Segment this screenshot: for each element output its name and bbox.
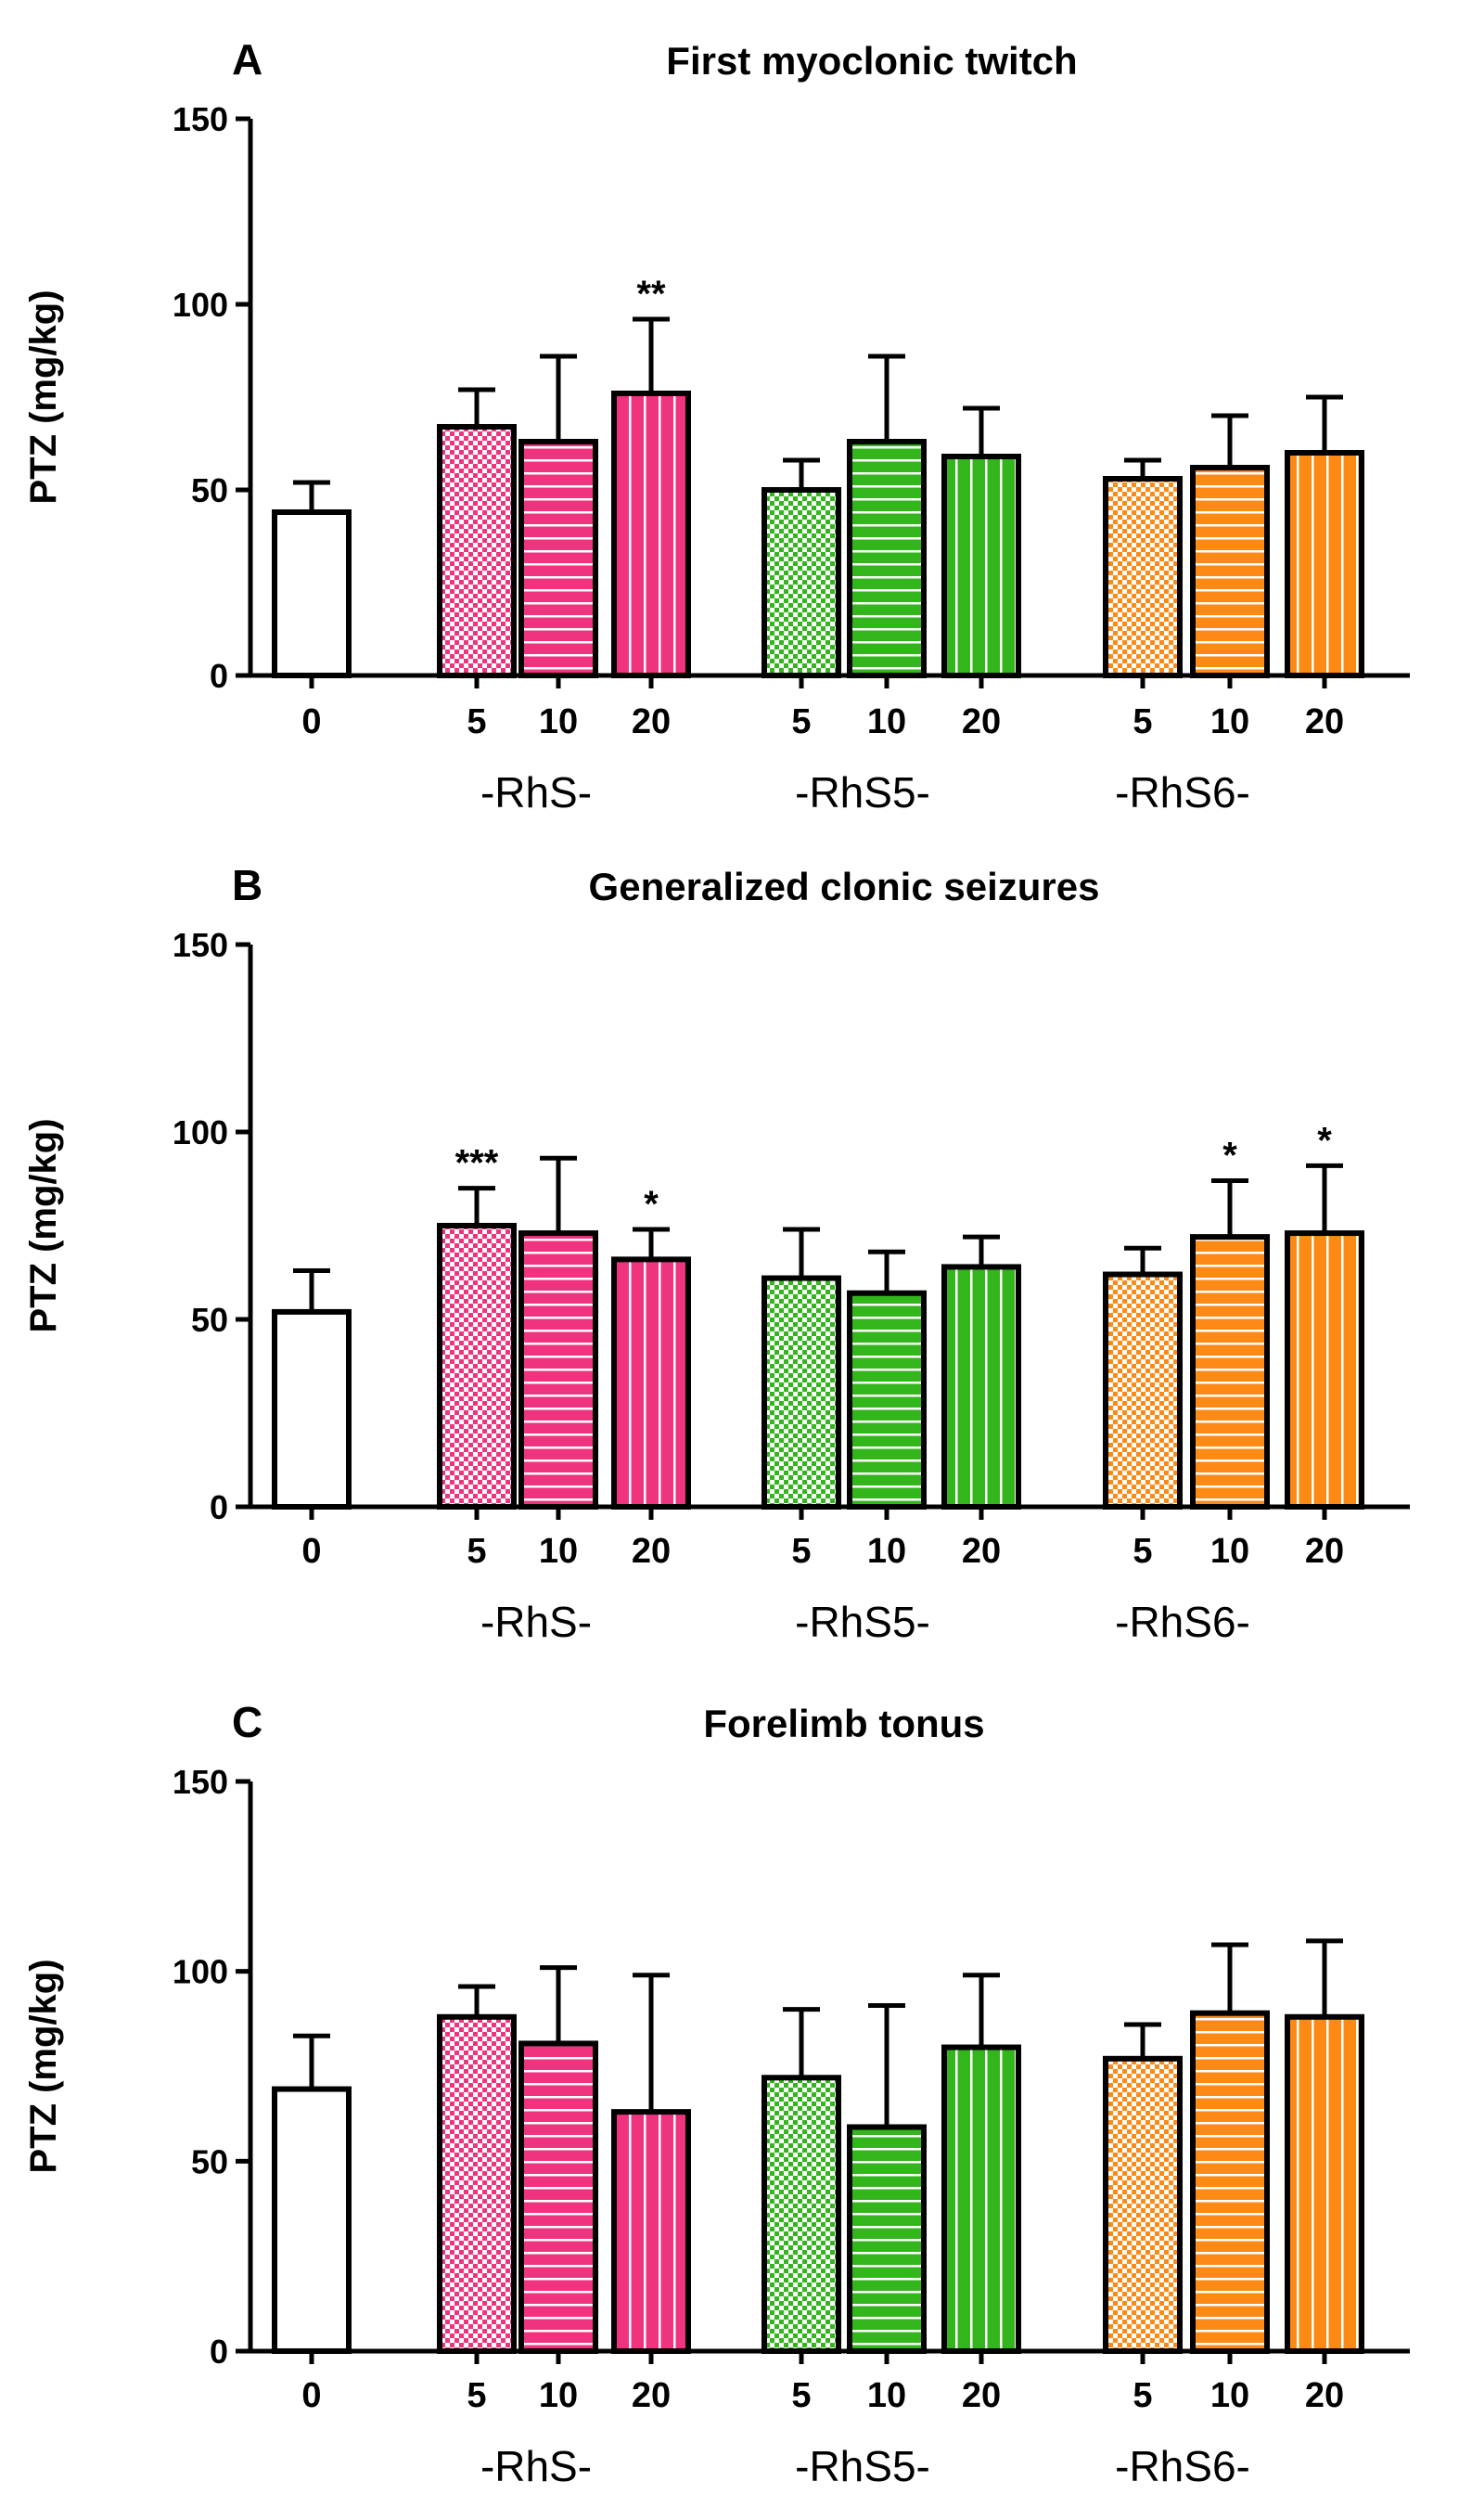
bar	[1285, 450, 1364, 678]
y-tick-label: 150	[173, 1763, 228, 1801]
x-tick-label: 10	[867, 1532, 906, 1571]
x-tick-label: 0	[301, 2376, 321, 2415]
significance-label: **	[636, 274, 666, 315]
x-tick-label: 20	[632, 2376, 671, 2415]
bar	[761, 1275, 841, 1511]
x-tick-label: 5	[1133, 702, 1152, 741]
y-tick-label: 100	[173, 1953, 228, 1991]
bar	[1190, 2010, 1270, 2355]
bar	[941, 2044, 1021, 2355]
group-label: -RhS5-	[795, 1598, 930, 1646]
bar	[761, 2075, 841, 2355]
x-tick-label: 20	[962, 1532, 1001, 1571]
group-label: -RhS-	[480, 2442, 592, 2490]
group-label: -RhS5-	[795, 2442, 930, 2490]
x-tick-label: 10	[867, 702, 906, 741]
bar	[518, 439, 598, 678]
bar	[611, 2109, 691, 2355]
x-tick-label: 5	[467, 1532, 486, 1571]
bar	[611, 1256, 691, 1510]
y-axis-label: PTZ (mg/kg)	[23, 1118, 64, 1332]
bar	[941, 1264, 1021, 1510]
x-tick-label: 5	[467, 702, 486, 741]
y-tick-label: 0	[210, 2333, 228, 2371]
bar	[272, 509, 352, 678]
y-axis-label: PTZ (mg/kg)	[23, 1959, 64, 2173]
significance-label: *	[1222, 1136, 1237, 1176]
bar	[847, 1290, 927, 1510]
y-tick-label: 50	[191, 1301, 228, 1339]
bar	[1285, 2013, 1364, 2354]
bar	[1190, 465, 1270, 678]
bar	[518, 2040, 598, 2354]
y-tick-label: 50	[191, 2142, 228, 2180]
bar	[272, 2086, 352, 2355]
bar	[272, 1308, 352, 1511]
significance-label: ***	[455, 1143, 499, 1184]
bar	[437, 1223, 517, 1510]
x-tick-label: 10	[1210, 2376, 1249, 2415]
x-tick-label: 5	[467, 2376, 486, 2415]
bar	[1103, 2055, 1183, 2354]
x-tick-label: 5	[1133, 1532, 1152, 1571]
bar	[847, 2124, 927, 2355]
panel-letter: C	[232, 1698, 262, 1746]
y-axis-label: PTZ (mg/kg)	[23, 289, 64, 504]
bar	[761, 487, 841, 678]
chart-title: First myoclonic twitch	[666, 39, 1077, 83]
significance-label: *	[644, 1184, 659, 1225]
x-tick-label: 5	[791, 2376, 811, 2415]
panel-letter: A	[232, 35, 262, 84]
x-tick-label: 5	[791, 702, 811, 741]
x-tick-label: 5	[1133, 2376, 1152, 2415]
group-label: -RhS5-	[795, 768, 930, 816]
group-label: -RhS6-	[1115, 768, 1250, 816]
y-tick-label: 100	[173, 286, 228, 324]
x-tick-label: 20	[632, 1532, 671, 1571]
x-tick-label: 0	[301, 1532, 321, 1571]
x-tick-label: 10	[1210, 702, 1249, 741]
bar	[941, 454, 1021, 678]
x-tick-label: 20	[1305, 2376, 1344, 2415]
bar	[1285, 1230, 1364, 1510]
x-tick-label: 20	[962, 2376, 1001, 2415]
x-tick-label: 10	[539, 702, 578, 741]
group-label: -RhS-	[480, 1598, 592, 1646]
bar	[847, 439, 927, 678]
group-label: -RhS6-	[1115, 2442, 1250, 2490]
y-tick-label: 150	[173, 100, 228, 138]
x-tick-label: 10	[539, 1532, 578, 1571]
y-tick-label: 150	[173, 926, 228, 964]
bar	[437, 424, 517, 678]
y-tick-label: 0	[210, 1488, 228, 1526]
x-tick-label: 20	[1305, 702, 1344, 741]
significance-label: *	[1317, 1120, 1332, 1161]
x-tick-label: 20	[962, 702, 1001, 741]
bar	[611, 391, 691, 678]
x-tick-label: 10	[867, 2376, 906, 2415]
bar	[1103, 476, 1183, 678]
chart-title: Generalized clonic seizures	[589, 865, 1100, 908]
panel-letter: B	[232, 861, 262, 909]
group-label: -RhS-	[480, 768, 592, 816]
bar	[518, 1230, 598, 1510]
group-label: -RhS6-	[1115, 1598, 1250, 1646]
y-tick-label: 0	[210, 657, 228, 695]
y-tick-label: 50	[191, 471, 228, 509]
bar	[437, 2013, 517, 2354]
chart-title: Forelimb tonus	[703, 1702, 984, 1745]
x-tick-label: 0	[301, 702, 321, 741]
x-tick-label: 10	[1210, 1532, 1249, 1571]
y-tick-label: 100	[173, 1113, 228, 1151]
x-tick-label: 20	[1305, 1532, 1344, 1571]
x-tick-label: 10	[539, 2376, 578, 2415]
bar	[1190, 1234, 1270, 1510]
x-tick-label: 20	[632, 702, 671, 741]
x-tick-label: 5	[791, 1532, 811, 1571]
bar	[1103, 1271, 1183, 1511]
